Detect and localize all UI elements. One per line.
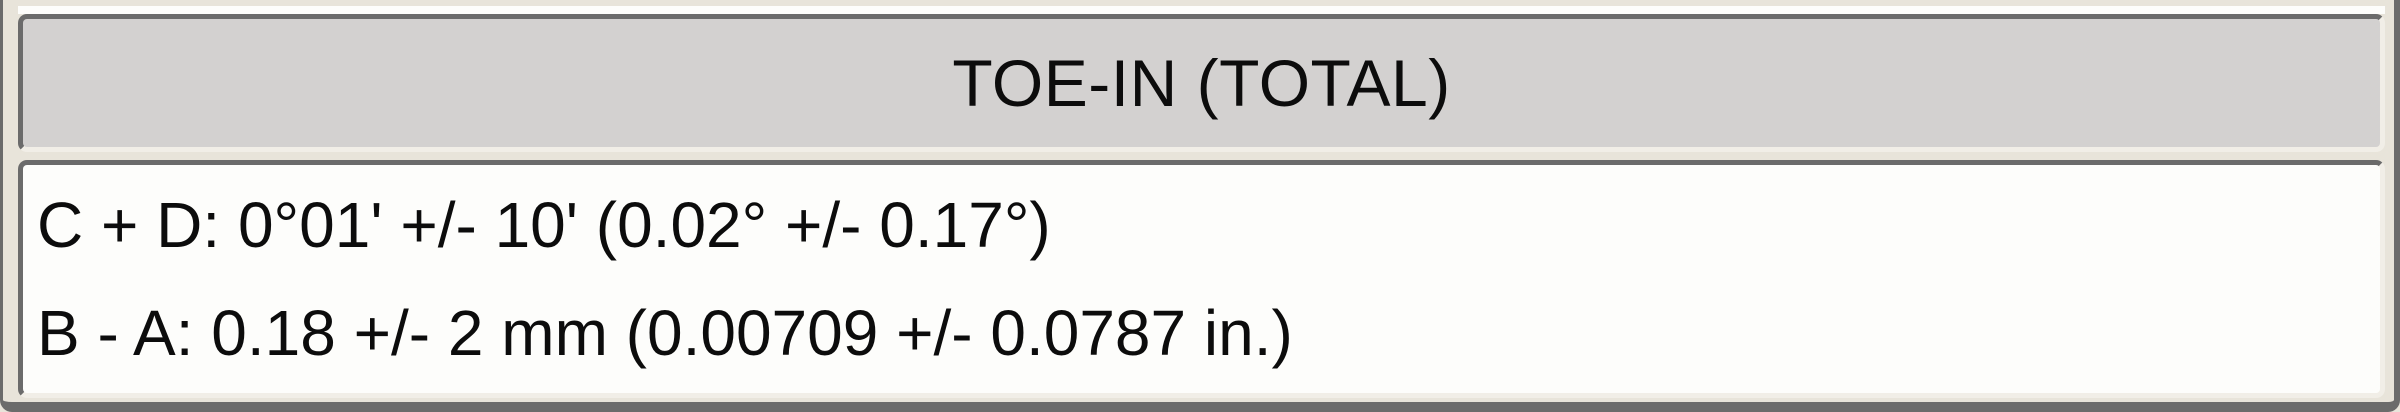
measurement-row-toe-distance: B - A: 0.18 +/- 2 mm (0.00709 +/- 0.0787… [37,279,2380,387]
row-label: B - A: [37,297,194,369]
top-highlight-strip [18,6,2385,14]
panel-title: TOE-IN (TOTAL) [952,46,1451,120]
measurements-box: C + D: 0°01' +/- 10' (0.02° +/- 0.17°) B… [18,160,2385,398]
row-label: C + D: [37,189,221,261]
panel-header: TOE-IN (TOTAL) [18,14,2385,152]
measurement-row-toe-angle: C + D: 0°01' +/- 10' (0.02° +/- 0.17°) [37,171,2380,279]
row-value: 0°01' +/- 10' (0.02° +/- 0.17°) [237,189,1051,261]
row-value: 0.18 +/- 2 mm (0.00709 +/- 0.0787 in.) [211,297,1293,369]
